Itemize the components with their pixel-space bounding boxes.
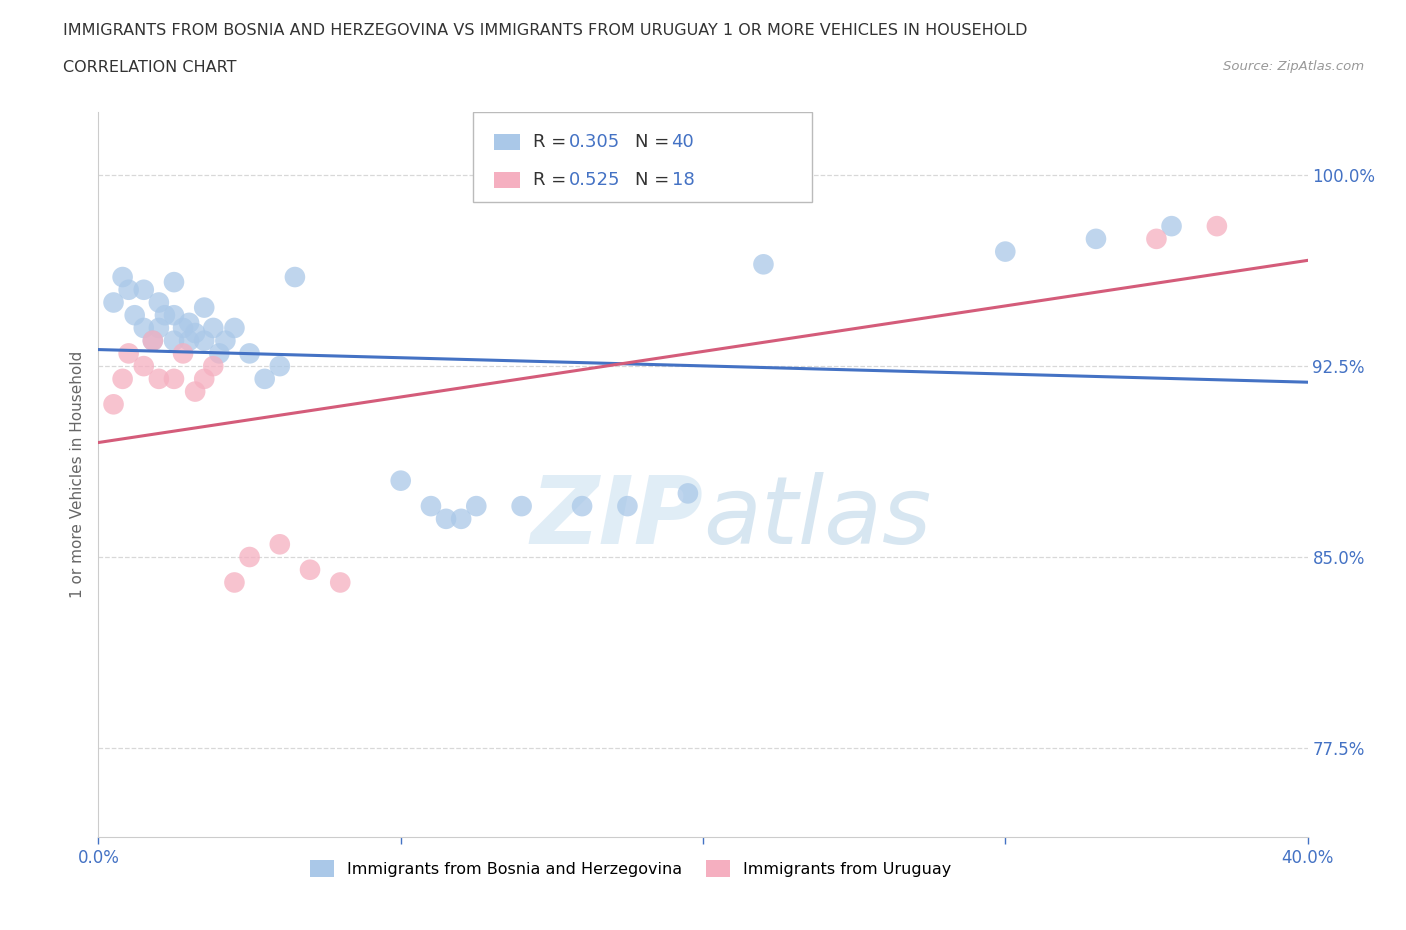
Point (676, 486, 699, 501)
Point (179, 315, 201, 330)
Point (163, 274, 186, 289)
Point (465, 498, 488, 513)
Point (202, 359, 225, 374)
Point (450, 512, 472, 526)
Point (142, 333, 165, 348)
Point (329, 575, 352, 590)
Point (253, 371, 276, 386)
Point (132, 283, 155, 298)
FancyBboxPatch shape (474, 112, 811, 203)
Text: Source: ZipAtlas.com: Source: ZipAtlas.com (1223, 60, 1364, 73)
Point (1206, 219, 1229, 233)
Y-axis label: 1 or more Vehicles in Household: 1 or more Vehicles in Household (69, 351, 84, 598)
Point (179, 333, 201, 348)
Legend: Immigrants from Bosnia and Herzegovina, Immigrants from Uruguay: Immigrants from Bosnia and Herzegovina, … (304, 854, 957, 883)
Point (163, 371, 186, 386)
Point (752, 257, 775, 272)
Point (124, 308, 146, 323)
Point (153, 308, 176, 323)
Text: R =: R = (533, 133, 571, 151)
Point (994, 245, 1017, 259)
Text: ZIP: ZIP (530, 472, 703, 564)
Point (184, 326, 207, 340)
Point (239, 346, 262, 361)
Text: N =: N = (636, 171, 675, 190)
Point (163, 308, 186, 323)
Point (571, 498, 593, 513)
Point (111, 371, 134, 386)
Point (132, 359, 155, 374)
Point (193, 300, 215, 315)
Point (132, 321, 155, 336)
Point (510, 498, 533, 513)
Point (148, 321, 170, 336)
Text: 40: 40 (672, 133, 695, 151)
Point (148, 295, 170, 310)
Point (1085, 232, 1108, 246)
Point (208, 346, 231, 361)
Point (163, 333, 186, 348)
Text: N =: N = (636, 133, 675, 151)
Point (420, 498, 443, 513)
Point (184, 384, 207, 399)
FancyBboxPatch shape (494, 172, 520, 188)
Text: atlas: atlas (703, 472, 931, 564)
Text: R =: R = (533, 171, 571, 190)
Point (239, 550, 262, 565)
Point (193, 333, 215, 348)
Point (142, 333, 165, 348)
Point (148, 371, 170, 386)
FancyBboxPatch shape (494, 134, 520, 150)
Point (111, 270, 134, 285)
Point (1144, 232, 1167, 246)
Text: CORRELATION CHART: CORRELATION CHART (63, 60, 236, 75)
Point (389, 473, 412, 488)
Point (434, 512, 457, 526)
Point (193, 371, 215, 386)
Point (224, 321, 246, 336)
Point (1160, 219, 1182, 233)
Point (224, 575, 246, 590)
Point (172, 346, 194, 361)
Point (103, 295, 125, 310)
Point (269, 359, 291, 374)
Point (269, 537, 291, 551)
Point (214, 333, 236, 348)
Point (616, 498, 638, 513)
Point (202, 321, 225, 336)
Text: 0.525: 0.525 (569, 171, 620, 190)
Point (299, 563, 322, 578)
Point (103, 397, 125, 412)
Text: 0.305: 0.305 (569, 133, 620, 151)
Text: IMMIGRANTS FROM BOSNIA AND HERZEGOVINA VS IMMIGRANTS FROM URUGUAY 1 OR MORE VEHI: IMMIGRANTS FROM BOSNIA AND HERZEGOVINA V… (63, 23, 1028, 38)
Point (172, 321, 194, 336)
Point (118, 346, 141, 361)
Point (284, 270, 307, 285)
Point (118, 283, 141, 298)
Text: 18: 18 (672, 171, 695, 190)
